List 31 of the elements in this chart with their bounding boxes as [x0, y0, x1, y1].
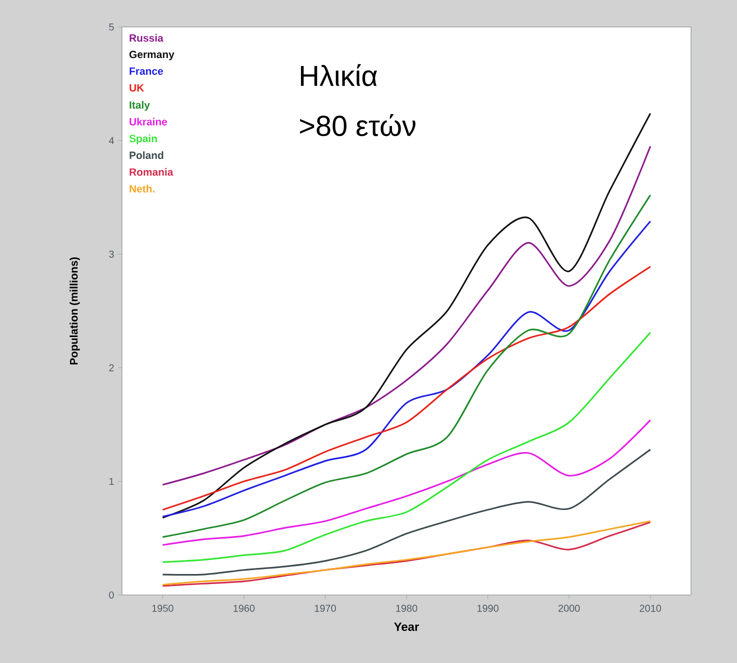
- y-tick-label: 0: [109, 591, 114, 599]
- x-tick-label: 2010: [640, 604, 662, 612]
- text: UK: [130, 84, 144, 92]
- text: Italy: [130, 101, 150, 111]
- x-tick-label: 1960: [234, 604, 255, 612]
- text: Romania: [130, 168, 174, 176]
- line-series: [162, 266, 652, 511]
- line-series: [162, 419, 652, 546]
- x-tick-label: 1950: [152, 604, 174, 612]
- line-series: [162, 448, 652, 576]
- y-tick-label: 1: [109, 478, 114, 485]
- annotation: >80 ετών: [300, 114, 416, 136]
- text: Neth.: [130, 184, 154, 192]
- x-tick-label: 1990: [477, 604, 498, 612]
- x-tick-label: 1970: [314, 604, 336, 612]
- text: France: [130, 68, 163, 75]
- y-tick-label: 2: [109, 364, 114, 372]
- y-tick-label: 5: [109, 24, 114, 30]
- y-axis-title: Population (millions): [70, 257, 80, 364]
- x-axis-title: Year: [394, 622, 419, 631]
- text: Russia: [130, 34, 164, 42]
- text: Ukraine: [130, 118, 168, 126]
- annotation: Ηλικία: [300, 64, 378, 86]
- x-tick-label: 1980: [396, 604, 418, 612]
- text: Spain: [129, 134, 157, 144]
- x-tick-label: 2000: [558, 604, 580, 612]
- text: Poland: [130, 151, 164, 159]
- y-tick-label: 3: [109, 250, 114, 258]
- y-tick-label: 4: [108, 137, 114, 144]
- text: Germany: [129, 50, 174, 60]
- line-series: [162, 332, 652, 563]
